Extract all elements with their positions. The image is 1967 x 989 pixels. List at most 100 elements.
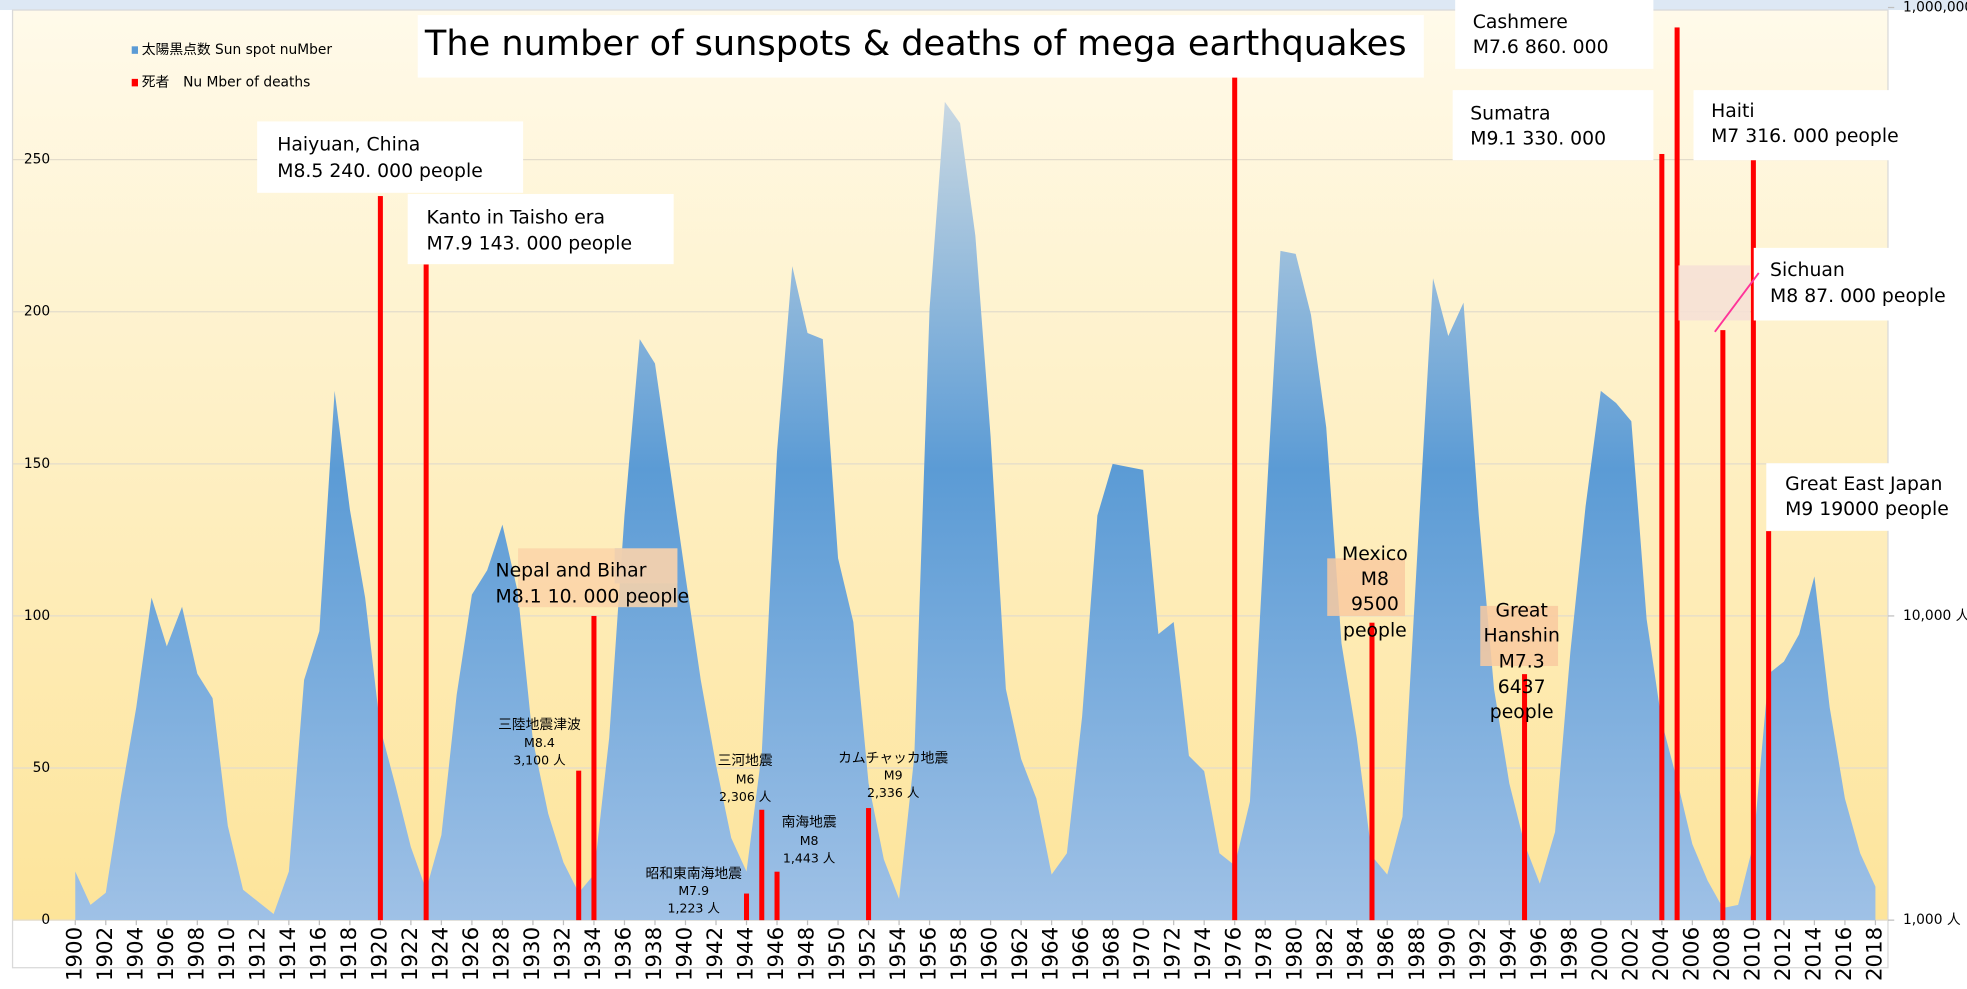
death-bar <box>576 770 582 921</box>
y2-tick-label: 1,000 人 <box>1903 912 1961 928</box>
annotation-text: people <box>1343 620 1407 641</box>
x-tick-label: 1916 <box>306 927 331 981</box>
annotation-text: M7.6 860. 000 <box>1473 37 1609 58</box>
x-tick-label: 1964 <box>1039 927 1064 981</box>
x-tick-label: 1972 <box>1161 927 1186 981</box>
x-tick-label: 1950 <box>825 927 850 981</box>
annotation-text: 1,443 人 <box>783 850 836 865</box>
death-bar <box>774 871 780 921</box>
x-tick-label: 1942 <box>703 927 728 981</box>
x-tick-label: 1994 <box>1496 927 1521 981</box>
death-bar <box>377 196 383 921</box>
x-tick-label: 2004 <box>1649 927 1674 981</box>
x-tick-label: 1952 <box>856 927 881 981</box>
annotation-text: 三陸地震津波 <box>498 717 581 733</box>
annotation-highlight <box>1678 265 1750 321</box>
annotation-text: Kanto in Taisho era <box>427 207 606 228</box>
x-tick-label: 2016 <box>1832 927 1857 981</box>
annotation-box <box>1452 90 1654 161</box>
x-tick-label: 2018 <box>1862 927 1887 981</box>
annotation-box <box>407 194 674 265</box>
x-tick-label: 1998 <box>1557 927 1582 981</box>
x-tick-label: 1914 <box>276 927 301 981</box>
x-tick-label: 1918 <box>337 927 362 981</box>
annotation-box <box>1766 463 1967 531</box>
annotation-text: M8.4 <box>524 735 555 750</box>
annotation-box <box>1455 0 1654 69</box>
annotation-text: M9 <box>884 768 903 783</box>
x-tick-label: 1970 <box>1130 927 1155 981</box>
x-tick-label: 1956 <box>917 927 942 981</box>
x-tick-label: 1932 <box>550 927 575 981</box>
x-tick-label: 2010 <box>1740 927 1765 981</box>
annotation-text: M6 <box>736 771 755 786</box>
x-tick-label: 1908 <box>184 927 209 981</box>
annotation-text: M8 87. 000 people <box>1770 286 1946 307</box>
annotation-text: Great East Japan <box>1785 474 1942 495</box>
annotation-text: 南海地震 <box>782 815 837 831</box>
x-tick-label: 1936 <box>611 927 636 981</box>
annotation-pointer <box>1714 272 1760 333</box>
annotation-text: Haiyuan, China <box>277 135 420 156</box>
x-tick-label: 1948 <box>795 927 820 981</box>
y-tick-label: 50 <box>33 760 51 776</box>
legend-label: 死者 Nu Mber of deaths <box>142 75 311 91</box>
y-tick-label: 100 <box>24 608 50 624</box>
x-tick-label: 1924 <box>428 927 453 981</box>
annotation-text: M9.1 330. 000 <box>1470 128 1606 149</box>
x-tick-label: 2006 <box>1679 927 1704 981</box>
x-tick-label: 1984 <box>1344 927 1369 981</box>
x-tick-label: 1920 <box>367 927 392 981</box>
annotation-text: M7.9 <box>678 883 709 898</box>
x-tick-label: 2002 <box>1618 927 1643 981</box>
annotation-text: 三河地震 <box>718 753 773 769</box>
annotation-text: M9 19000 people <box>1785 499 1949 520</box>
death-bar <box>1750 159 1756 921</box>
annotation-text: M8 <box>800 833 819 848</box>
x-tick-label: 1982 <box>1313 927 1338 981</box>
title-box <box>417 15 1424 78</box>
legend-swatch <box>131 46 138 54</box>
x-tick-label: 1944 <box>733 927 758 981</box>
annotation-box <box>1753 247 1967 321</box>
death-bar <box>1659 153 1665 921</box>
y-tick-label: 0 <box>41 912 50 928</box>
x-tick-label: 1988 <box>1405 927 1430 981</box>
annotation-text: M7 316. 000 people <box>1711 126 1899 147</box>
x-tick-label: 1962 <box>1008 927 1033 981</box>
death-bar <box>866 808 872 921</box>
x-tick-label: 1996 <box>1527 927 1552 981</box>
death-bar <box>1720 330 1726 921</box>
y2-tick-label: 1,000,000 人 <box>1903 0 1967 16</box>
x-tick-label: 1978 <box>1252 927 1277 981</box>
x-tick-label: 1946 <box>764 927 789 981</box>
annotation-text: 2,306 人 <box>719 789 772 804</box>
annotation-text: M8.1 10. 000 people <box>496 587 690 608</box>
annotation-text: M7.9 143. 000 people <box>427 234 633 255</box>
annotation-box <box>257 121 524 193</box>
y-tick-label: 150 <box>24 456 50 472</box>
x-tick-label: 1900 <box>62 927 87 981</box>
y-tick-label: 200 <box>24 304 50 320</box>
annotation-text: 9500 <box>1351 594 1399 615</box>
y2-tick-label: 10,000 人 <box>1903 608 1967 624</box>
annotation-box <box>1693 90 1932 161</box>
x-tick-label: 1958 <box>947 927 972 981</box>
death-bar <box>1232 63 1238 921</box>
x-tick-label: 1934 <box>581 927 606 981</box>
chart-title: The number of sunspots & deaths of mega … <box>424 23 1407 64</box>
x-tick-label: 1986 <box>1374 927 1399 981</box>
death-bar <box>1766 531 1772 921</box>
death-bar <box>591 615 597 921</box>
x-tick-label: 1954 <box>886 927 911 981</box>
annotation-text: 6437 <box>1498 677 1546 698</box>
y-tick-label: 250 <box>24 152 50 168</box>
annotation-text: M7.3 <box>1499 652 1545 673</box>
annotation-text: M8 <box>1361 569 1389 590</box>
death-bar <box>759 809 765 921</box>
x-tick-label: 1974 <box>1191 927 1216 981</box>
annotation-text: Mexico <box>1342 544 1408 565</box>
death-bar <box>423 264 429 921</box>
annotation-text: カムチャッカ地震 <box>838 751 948 767</box>
